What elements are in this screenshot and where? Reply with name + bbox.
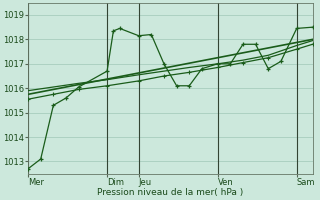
X-axis label: Pression niveau de la mer( hPa ): Pression niveau de la mer( hPa ) bbox=[97, 188, 244, 197]
